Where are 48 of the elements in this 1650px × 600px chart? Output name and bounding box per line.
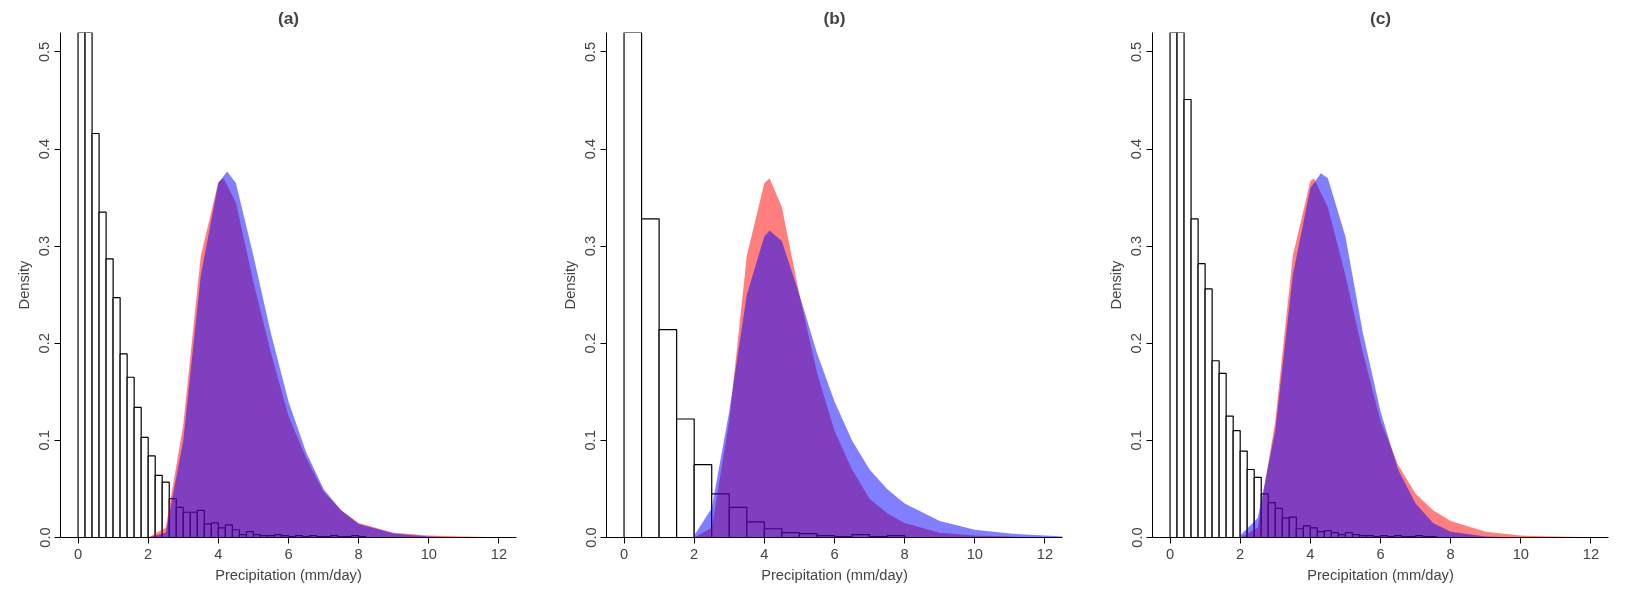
x-tick-label: 12 — [1582, 545, 1600, 562]
x-tick-label: 8 — [1446, 545, 1455, 562]
y-axis-title: Density — [561, 259, 578, 310]
y-tick-label: 0.2 — [36, 333, 53, 354]
chart-title: (c) — [1369, 7, 1392, 28]
y-tick-label: 0.0 — [582, 527, 599, 548]
chart-title: (b) — [823, 7, 846, 28]
y-tick-label: 0.0 — [36, 527, 53, 548]
x-axis-title: Precipitation (mm/day) — [215, 566, 362, 583]
x-axis-title: Precipitation (mm/day) — [1307, 566, 1454, 583]
x-tick-label: 2 — [144, 545, 153, 562]
y-tick-label: 0.4 — [582, 138, 599, 160]
x-tick-label: 0 — [619, 545, 629, 562]
x-tick-label: 8 — [354, 545, 363, 562]
x-tick-label: 4 — [1306, 545, 1315, 562]
chart-title: (a) — [277, 7, 300, 28]
x-tick-label: 12 — [1036, 545, 1054, 562]
y-tick-label: 0.3 — [582, 235, 599, 257]
x-tick-label: 6 — [1376, 545, 1385, 562]
y-tick-label: 0.3 — [36, 235, 53, 257]
y-axis-title: Density — [15, 259, 32, 310]
x-tick-label: 12 — [490, 545, 508, 562]
x-tick-label: 0 — [1165, 545, 1175, 562]
x-axis-title: Precipitation (mm/day) — [761, 566, 908, 583]
x-tick-label: 6 — [284, 545, 293, 562]
y-tick-label: 0.4 — [36, 138, 53, 160]
y-tick-label: 0.5 — [36, 41, 53, 63]
y-tick-label: 0.2 — [1128, 333, 1145, 354]
x-tick-label: 10 — [1512, 545, 1529, 562]
x-tick-label: 2 — [690, 545, 699, 562]
y-tick-label: 0.1 — [1128, 430, 1145, 451]
y-tick-label: 0.4 — [1128, 138, 1145, 160]
x-tick-label: 10 — [966, 545, 983, 562]
x-tick-label: 4 — [760, 545, 769, 562]
x-tick-label: 10 — [420, 545, 437, 562]
y-tick-label: 0.3 — [1128, 235, 1145, 257]
y-axis-title: Density — [1107, 259, 1124, 310]
y-tick-label: 0.0 — [1128, 527, 1145, 548]
y-tick-label: 0.1 — [582, 430, 599, 451]
y-tick-label: 0.2 — [582, 333, 599, 354]
x-tick-label: 6 — [830, 545, 839, 562]
y-tick-label: 0.1 — [36, 430, 53, 451]
x-tick-label: 4 — [214, 545, 223, 562]
x-tick-label: 8 — [900, 545, 909, 562]
x-tick-label: 0 — [73, 545, 83, 562]
x-tick-label: 2 — [1236, 545, 1245, 562]
y-tick-label: 0.5 — [1128, 41, 1145, 63]
y-tick-label: 0.5 — [582, 41, 599, 63]
